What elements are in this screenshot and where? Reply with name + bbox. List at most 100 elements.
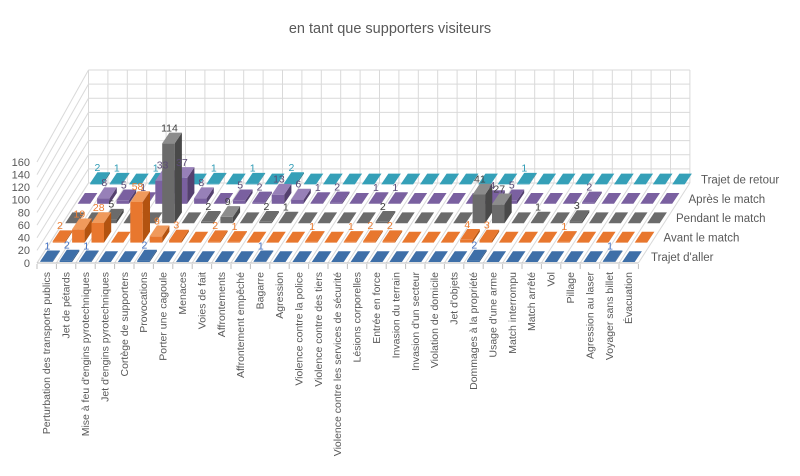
- bar-top-face: [620, 193, 641, 204]
- gridline-floor: [599, 182, 652, 264]
- bar-side-face: [479, 249, 487, 262]
- bar-top-face: [627, 212, 648, 224]
- bar-top-face: [544, 251, 565, 262]
- bar-top-face: [252, 191, 272, 203]
- bar-value-label: 1: [348, 221, 354, 233]
- bar-top-face: [363, 230, 383, 242]
- bar-side-face: [187, 167, 195, 204]
- gridline-floor: [540, 182, 594, 264]
- bar-side-face: [129, 189, 137, 204]
- category-label: Entrée en force: [371, 272, 383, 344]
- category-label: Provocations: [138, 272, 150, 333]
- bar-top-face: [40, 250, 60, 262]
- bar-top-face: [582, 191, 602, 203]
- bar-top-face: [72, 218, 92, 230]
- gridline-floor: [327, 182, 380, 264]
- gridline-leftwall: [36, 98, 89, 188]
- bar-top-face: [194, 187, 214, 199]
- bar-front-face: [291, 199, 304, 204]
- bar-value-label: 6: [295, 179, 301, 191]
- bar-top-face: [453, 212, 473, 224]
- value-tick-label: 80: [18, 207, 30, 219]
- bar-side-face: [232, 206, 241, 224]
- bar-value-label: 114: [161, 122, 178, 134]
- bar-value-label: 1: [521, 163, 527, 175]
- bar-front-face: [201, 221, 214, 224]
- bar-top-face: [90, 172, 110, 183]
- bar-top-face: [234, 251, 254, 262]
- bar-top-face: [439, 173, 460, 185]
- bar-front-face: [79, 261, 92, 262]
- bar-front-face: [91, 223, 104, 243]
- bar-top-face: [304, 231, 325, 242]
- bar-top-face: [614, 173, 634, 185]
- bar-top-face: [460, 229, 480, 240]
- bar-front-face: [259, 221, 272, 224]
- bar-top-face: [271, 183, 292, 195]
- bar-value-label: 2: [257, 181, 263, 193]
- bar-front-face: [149, 236, 163, 243]
- bar-front-face: [72, 229, 85, 243]
- bar-side-face: [245, 189, 253, 204]
- bar-value-label: 19: [74, 208, 86, 220]
- bar-top-face: [285, 231, 306, 243]
- value-tick-label: 60: [18, 220, 30, 232]
- bar-value-label: 1: [258, 240, 264, 252]
- bar-side-face: [504, 193, 512, 224]
- bar-top-face: [440, 231, 461, 243]
- bar-value-label: 1: [250, 163, 256, 175]
- category-label: Invasion du terrain: [390, 272, 402, 359]
- bar-value-label: 1: [232, 221, 238, 233]
- chart-title: en tant que supporters visiteurs: [289, 21, 491, 37]
- category-label: Dommages à la propriété: [468, 272, 480, 390]
- bar-top-face: [149, 225, 170, 237]
- bar-front-face: [148, 183, 161, 185]
- bar-value-label: 2: [387, 220, 393, 232]
- bar-side-face: [492, 229, 500, 243]
- bar-top-face: [557, 231, 577, 242]
- bar-top-face: [323, 173, 343, 185]
- bar-top-face: [77, 193, 98, 204]
- bar-top-face: [400, 173, 421, 185]
- bar-front-face: [472, 194, 486, 224]
- bar-top-face: [129, 173, 149, 185]
- bar-front-face: [530, 222, 544, 224]
- bar-top-face: [594, 173, 615, 185]
- bar-top-face: [564, 251, 584, 262]
- gridline-floor: [36, 182, 89, 264]
- bar-value-label: 2: [142, 240, 148, 252]
- gridline-leftwall: [36, 154, 89, 239]
- bar-side-face: [291, 211, 299, 224]
- bar-top-face: [583, 251, 604, 262]
- bar-top-face: [575, 173, 595, 185]
- bar-top-face: [550, 212, 570, 224]
- bar-value-label: 13: [273, 174, 285, 186]
- category-label: Mise à feu d'engins pyrotechniques: [80, 272, 92, 436]
- bar-side-face: [104, 212, 112, 243]
- bar-top-face: [622, 251, 642, 262]
- bar-top-face: [478, 173, 498, 185]
- bar-top-face: [317, 212, 338, 224]
- category-label: Jet de pétards: [61, 272, 73, 339]
- bar-side-face: [381, 192, 389, 204]
- bar-side-face: [213, 211, 221, 224]
- bar-top-face: [414, 212, 435, 224]
- gridline-floor: [579, 182, 633, 264]
- bar-top-face: [428, 251, 448, 262]
- gridline-floor: [385, 182, 439, 264]
- value-tick-label: 20: [18, 245, 30, 257]
- bar-top-face: [511, 212, 532, 224]
- bar-top-face: [517, 172, 537, 184]
- bar-top-face: [207, 230, 228, 242]
- bar-top-face: [530, 211, 551, 223]
- bar-top-face: [266, 231, 286, 243]
- bar-top-face: [220, 206, 241, 217]
- bar-front-face: [227, 241, 240, 243]
- bar-side-face: [65, 230, 73, 243]
- category-label: Évacuation: [622, 272, 635, 324]
- bar-front-face: [207, 241, 221, 243]
- bar-top-face: [589, 212, 609, 224]
- bar-side-face: [116, 208, 124, 224]
- bar-value-label: 2: [205, 201, 211, 213]
